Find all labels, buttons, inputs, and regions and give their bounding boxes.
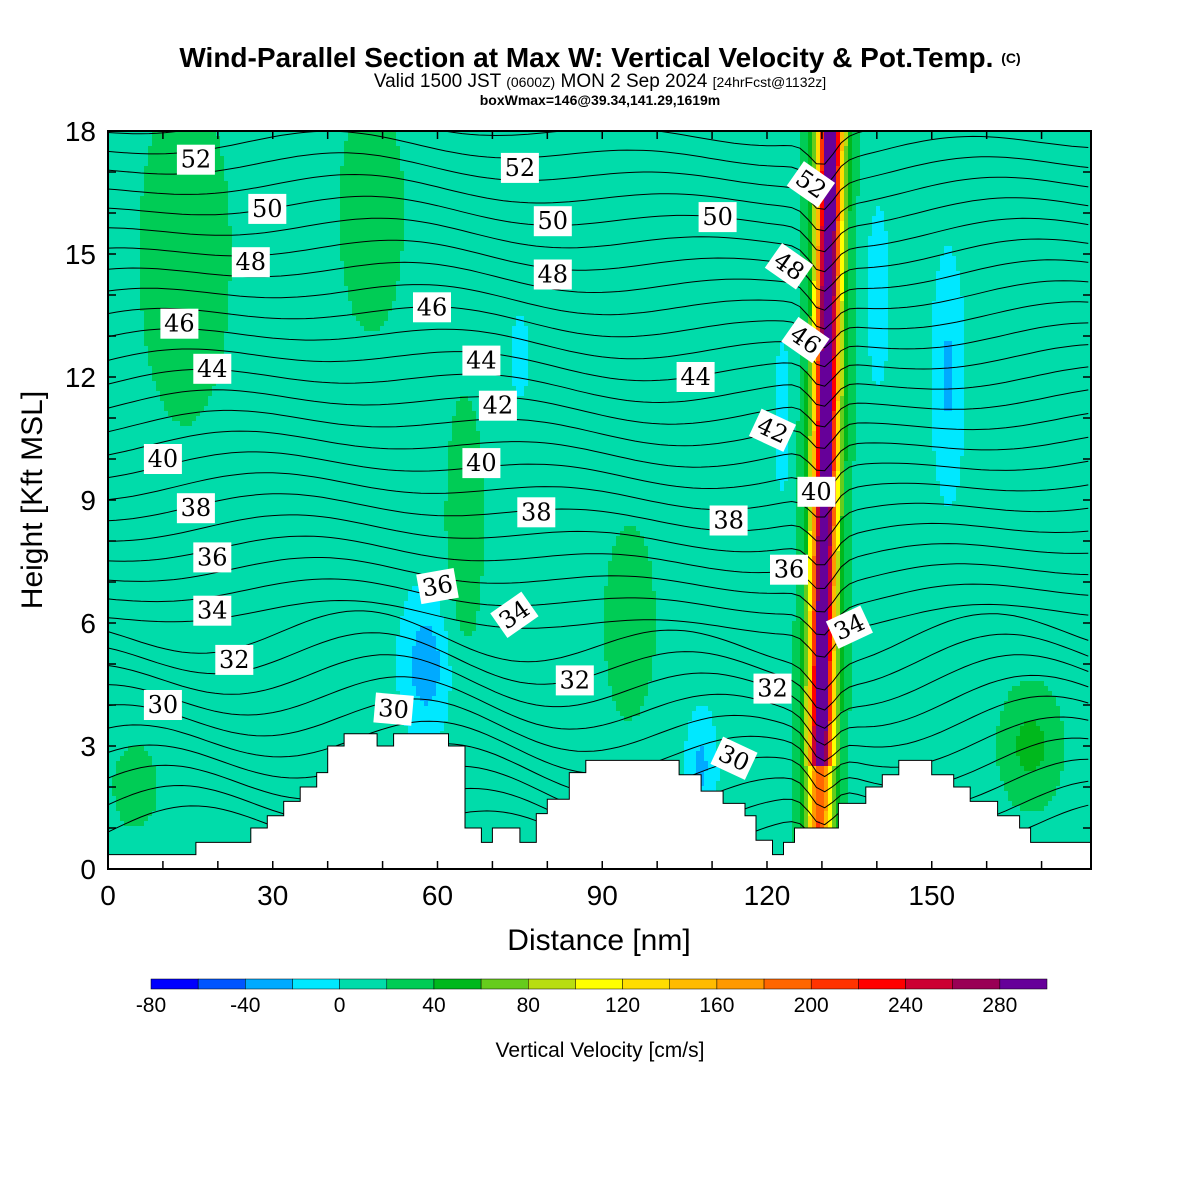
- colorbar-swatch: [198, 979, 245, 989]
- colorbar-swatch: [906, 979, 953, 989]
- colorbar-swatch: [151, 979, 198, 989]
- colorbar-tick-label: 0: [334, 994, 346, 1017]
- y-axis-label: Height [Kft MSL]: [16, 391, 49, 609]
- contour-label: 30: [373, 693, 413, 726]
- contour-label: 46: [160, 309, 198, 339]
- colorbar-tick-label: 40: [422, 994, 445, 1017]
- y-tick-label: 9: [80, 485, 96, 516]
- colorbar-swatch: [670, 979, 717, 989]
- contour-label: 36: [770, 555, 808, 585]
- colorbar-swatch: [858, 979, 905, 989]
- contour-label: 50: [534, 206, 572, 236]
- x-tick-label: 90: [587, 880, 618, 911]
- contour-label: 48: [232, 247, 270, 277]
- colorbar: -80 -40 0 40 80 120 160 200 240 280: [136, 979, 1047, 1017]
- colorbar-tick-label: -80: [136, 994, 166, 1017]
- colorbar-swatch: [292, 979, 339, 989]
- y-tick-label: 6: [80, 608, 96, 639]
- colorbar-tick-label: 80: [517, 994, 540, 1017]
- colorbar-swatch: [481, 979, 528, 989]
- colorbar-tick-label: 160: [699, 994, 734, 1017]
- y-tick-label: 3: [80, 731, 96, 762]
- contour-label: 38: [710, 506, 748, 536]
- colorbar-swatch: [245, 979, 292, 989]
- colorbar-swatch: [340, 979, 387, 989]
- contour-label: 36: [193, 542, 231, 572]
- colorbar-swatch: [811, 979, 858, 989]
- contour-label: 34: [193, 596, 231, 626]
- colorbar-label: Vertical Velocity [cm/s]: [496, 1039, 705, 1062]
- contour-label: 52: [177, 145, 215, 175]
- x-tick-label: 30: [257, 880, 288, 911]
- contour-label: 44: [193, 354, 231, 384]
- contour-label: 44: [677, 362, 715, 392]
- contour-label: 40: [797, 477, 835, 507]
- colorbar-tick-label: -40: [230, 994, 260, 1017]
- x-tick-label: 60: [422, 880, 453, 911]
- contour-label: 44: [462, 346, 500, 376]
- colorbar-swatch: [434, 979, 481, 989]
- contour-label: 46: [413, 292, 451, 322]
- contour-label: 48: [534, 260, 572, 290]
- x-tick-label: 120: [744, 880, 791, 911]
- colorbar-swatch: [623, 979, 670, 989]
- colorbar-tick-label: 280: [982, 994, 1017, 1017]
- contour-label: 32: [215, 645, 253, 675]
- x-axis-label: Distance [nm]: [507, 924, 690, 957]
- colorbar-swatch: [717, 979, 764, 989]
- contour-label: 50: [248, 194, 286, 224]
- colorbar-swatch: [1000, 979, 1047, 989]
- colorbar-swatch: [575, 979, 622, 989]
- colorbar-tick-label: 200: [794, 994, 829, 1017]
- colorbar-tick-label: 240: [888, 994, 923, 1017]
- colorbar-swatch: [528, 979, 575, 989]
- contour-label: 50: [699, 202, 737, 232]
- x-tick-label: 150: [908, 880, 955, 911]
- y-tick-label: 12: [65, 362, 96, 393]
- colorbar-swatch: [953, 979, 1000, 989]
- contour-label: 40: [462, 448, 500, 478]
- y-tick-label: 15: [65, 239, 96, 270]
- x-tick-label: 0: [100, 880, 116, 911]
- contour-label: 40: [144, 444, 182, 474]
- contour-label: 38: [177, 493, 215, 523]
- colorbar-swatch: [764, 979, 811, 989]
- contour-label: 38: [517, 497, 555, 527]
- contour-label: 42: [479, 391, 517, 421]
- contour-label: 30: [144, 690, 182, 720]
- y-tick-label: 18: [65, 116, 96, 147]
- colorbar-tick-label: 120: [605, 994, 640, 1017]
- colorbar-swatch: [387, 979, 434, 989]
- y-tick-label: 0: [80, 854, 96, 885]
- contour-label: 32: [556, 665, 594, 695]
- contour-label: 32: [754, 674, 792, 704]
- contour-label: 52: [501, 153, 539, 183]
